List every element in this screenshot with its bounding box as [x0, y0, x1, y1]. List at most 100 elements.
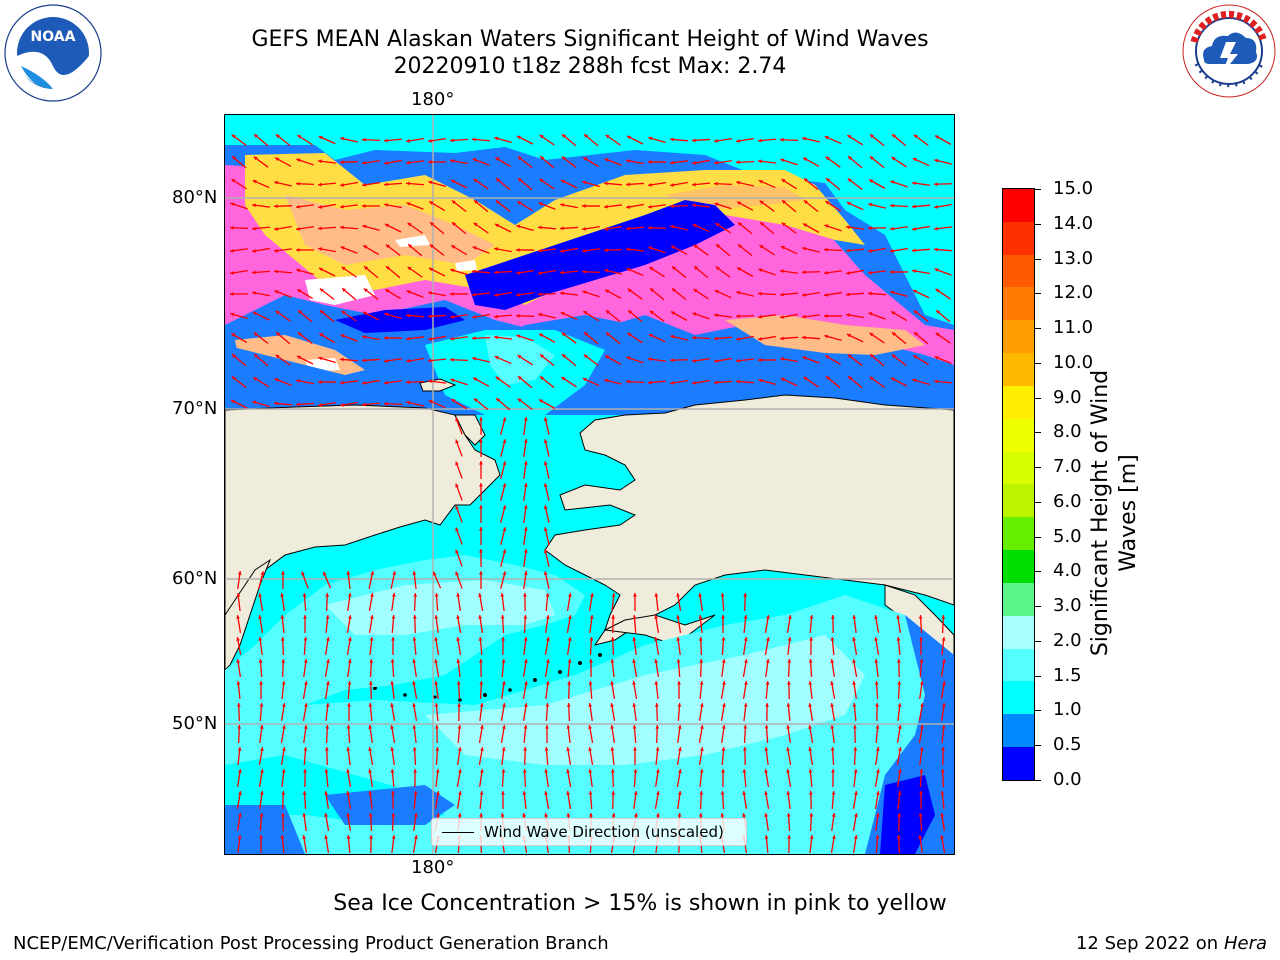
- wind-wave-arrow: [302, 681, 308, 699]
- wind-wave-arrow: [896, 747, 902, 765]
- wind-wave-arrow: [523, 504, 528, 524]
- wind-wave-arrow: [500, 483, 507, 501]
- wind-wave-arrow: [280, 812, 285, 832]
- wind-wave-arrow: [566, 791, 572, 809]
- wind-wave-arrow: [296, 158, 314, 166]
- wind-wave-arrow: [543, 483, 550, 501]
- wind-wave-arrow: [582, 248, 600, 253]
- wind-wave-arrow: [324, 835, 330, 853]
- wind-wave-arrow: [280, 614, 285, 634]
- wind-wave-arrow: [274, 157, 292, 167]
- wind-wave-arrow: [523, 570, 528, 590]
- colorbar-segment: [1003, 451, 1034, 485]
- wind-wave-arrow: [867, 226, 887, 231]
- wind-wave-arrow: [890, 377, 908, 387]
- wind-wave-arrow: [692, 312, 710, 320]
- wind-wave-arrow: [231, 134, 247, 146]
- wind-wave-arrow: [281, 680, 286, 700]
- wind-wave-arrow: [875, 724, 880, 744]
- wind-wave-arrow: [318, 247, 336, 253]
- wind-wave-arrow: [604, 225, 622, 231]
- wind-wave-arrow: [537, 292, 557, 297]
- wind-wave-arrow: [413, 768, 418, 788]
- wind-wave-arrow: [325, 614, 330, 634]
- wind-wave-arrow: [428, 335, 446, 341]
- wind-wave-arrow: [823, 247, 843, 252]
- wind-wave-arrow: [479, 416, 483, 436]
- wind-wave-arrow: [721, 636, 726, 656]
- wind-wave-arrow: [627, 309, 643, 323]
- wind-wave-arrow: [940, 835, 946, 853]
- wind-wave-arrow: [588, 790, 593, 810]
- wind-wave-arrow: [582, 156, 600, 168]
- wind-wave-arrow: [560, 247, 578, 253]
- wind-wave-arrow: [523, 746, 528, 766]
- wind-wave-arrow: [252, 291, 270, 297]
- wind-wave-arrow: [610, 768, 615, 788]
- wind-wave-arrow: [758, 378, 776, 385]
- wind-wave-arrow: [538, 399, 556, 409]
- wind-wave-arrow: [714, 202, 732, 210]
- wind-wave-arrow: [544, 768, 549, 788]
- wind-wave-arrow: [473, 199, 489, 213]
- wind-wave-arrow: [588, 747, 594, 765]
- wind-wave-arrow: [428, 399, 446, 409]
- wind-wave-arrow: [715, 222, 731, 234]
- wind-wave-arrow: [713, 181, 733, 186]
- wind-wave-arrow: [406, 290, 424, 298]
- wind-wave-arrow: [523, 416, 528, 436]
- wind-wave-arrow: [362, 224, 380, 232]
- wind-wave-arrow: [868, 179, 886, 189]
- wind-wave-arrow: [589, 614, 594, 634]
- wind-wave-arrow: [237, 724, 242, 744]
- wind-wave-arrow: [516, 200, 534, 212]
- wind-wave-arrow: [721, 724, 726, 744]
- wind-wave-arrow: [500, 549, 507, 567]
- wind-wave-arrow: [545, 592, 550, 612]
- wind-wave-arrow: [852, 702, 857, 722]
- wind-wave-arrow: [297, 309, 313, 323]
- wind-wave-arrow: [543, 549, 550, 567]
- wind-wave-arrow: [346, 791, 352, 809]
- wind-wave-arrow: [280, 636, 285, 656]
- wind-wave-arrow: [368, 571, 375, 589]
- wind-wave-arrow: [561, 155, 577, 169]
- wind-wave-arrow: [522, 768, 527, 788]
- wind-wave-arrow: [742, 637, 748, 655]
- wind-wave-arrow: [919, 636, 923, 656]
- wind-wave-arrow: [632, 681, 638, 699]
- wind-wave-arrow: [479, 570, 483, 590]
- wind-wave-arrow: [912, 269, 930, 275]
- wind-wave-arrow: [647, 380, 667, 385]
- wind-wave-arrow: [940, 703, 946, 721]
- wind-wave-arrow: [434, 659, 440, 677]
- wind-wave-arrow: [383, 182, 403, 187]
- wind-wave-arrow: [757, 159, 777, 164]
- wind-wave-arrow: [434, 681, 439, 699]
- wind-wave-arrow: [830, 681, 836, 699]
- wind-wave-arrow: [869, 133, 885, 147]
- wind-wave-arrow: [781, 178, 797, 190]
- wind-wave-arrow: [456, 658, 461, 678]
- wind-wave-arrow: [786, 702, 791, 722]
- wind-wave-arrow: [450, 179, 468, 189]
- wind-wave-arrow: [302, 812, 307, 832]
- wind-wave-arrow: [275, 331, 291, 345]
- wind-wave-arrow: [273, 269, 293, 274]
- wind-wave-arrow: [537, 225, 557, 230]
- wind-wave-arrow: [407, 266, 423, 278]
- wind-wave-arrow: [340, 181, 358, 187]
- wind-wave-arrow: [919, 658, 924, 678]
- wind-wave-arrow: [251, 226, 271, 231]
- wind-wave-arrow: [890, 180, 908, 188]
- wind-wave-arrow: [318, 267, 336, 277]
- wind-wave-arrow: [669, 358, 689, 363]
- wind-wave-arrow: [779, 336, 799, 341]
- wind-wave-arrow: [742, 746, 747, 766]
- wind-wave-arrow: [847, 134, 863, 146]
- wind-wave-arrow: [625, 226, 645, 231]
- wind-wave-arrow: [847, 155, 863, 169]
- wind-wave-arrow: [449, 357, 469, 362]
- wind-wave-arrow: [494, 247, 512, 253]
- map-title: GEFS MEAN Alaskan Waters Significant Hei…: [251, 27, 929, 52]
